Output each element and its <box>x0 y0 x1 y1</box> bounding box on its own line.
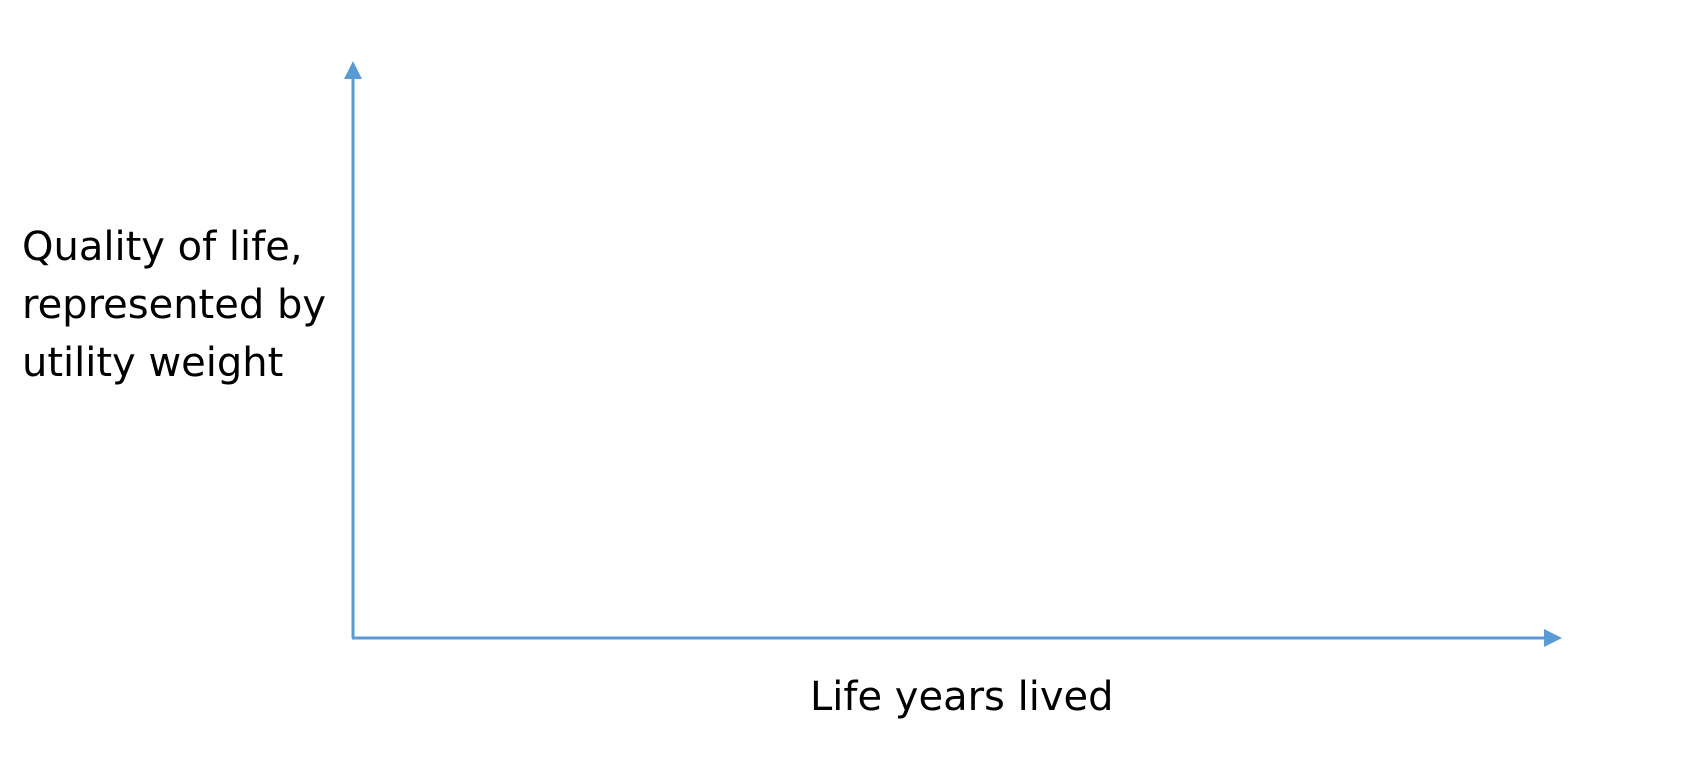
y-axis-label-line: represented by <box>22 282 327 328</box>
x-axis-arrowhead-icon <box>1544 629 1562 647</box>
y-axis-arrowhead-icon <box>344 61 362 79</box>
y-axis-label: Quality of life, represented by utility … <box>22 218 342 392</box>
x-axis-label: Life years lived <box>810 674 1114 720</box>
y-axis-label-line: Quality of life, <box>22 224 303 270</box>
y-axis-label-line: utility weight <box>22 340 284 386</box>
